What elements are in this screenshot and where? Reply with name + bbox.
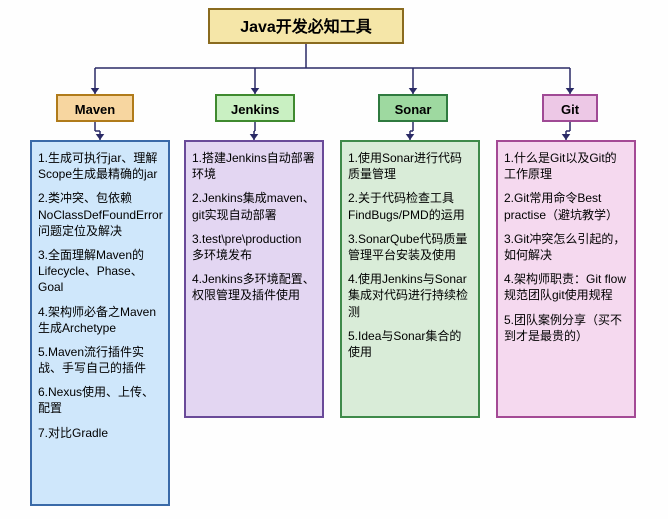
list-item: 4.架构师职责：Git flow规范团队git使用规程 [504,271,628,303]
branch-maven-label: Maven [56,94,134,122]
list-item: 1.使用Sonar进行代码质量管理 [348,150,472,182]
list-item: 6.Nexus使用、上传、配置 [38,384,162,416]
root-label: Java开发必知工具 [240,19,372,36]
branch-label-text: Git [561,102,579,117]
list-item: 5.Idea与Sonar集合的使用 [348,328,472,360]
branch-git-label: Git [542,94,598,122]
root-node: Java开发必知工具 [208,8,404,44]
branch-label-text: Jenkins [231,102,279,117]
branch-jenkins-content: 1.搭建Jenkins自动部署环境 2.Jenkins集成maven、git实现自… [184,140,324,418]
list-item: 2.Git常用命令Best practise（避坑教学） [504,190,628,222]
list-item: 4.使用Jenkins与Sonar集成对代码进行持续检测 [348,271,472,320]
list-item: 2.Jenkins集成maven、git实现自动部署 [192,190,316,222]
branch-maven-content: 1.生成可执行jar、理解Scope生成最精确的jar 2.类冲突、包依赖NoCl… [30,140,170,506]
list-item: 7.对比Gradle [38,425,162,441]
list-item: 4.架构师必备之Maven生成Archetype [38,304,162,336]
list-item: 4.Jenkins多环境配置、权限管理及插件使用 [192,271,316,303]
list-item: 5.团队案例分享（买不到才是最贵的） [504,312,628,344]
branch-sonar-content: 1.使用Sonar进行代码质量管理 2.关于代码检查工具FindBugs/PMD的… [340,140,480,418]
list-item: 1.什么是Git以及Git的工作原理 [504,150,628,182]
list-item: 3.test\pre\production 多环境发布 [192,231,316,263]
list-item: 1.生成可执行jar、理解Scope生成最精确的jar [38,150,162,182]
list-item: 3.Git冲突怎么引起的，如何解决 [504,231,628,263]
branch-jenkins-label: Jenkins [215,94,295,122]
list-item: 2.关于代码检查工具FindBugs/PMD的运用 [348,190,472,222]
branch-label-text: Maven [75,102,115,117]
branch-sonar-label: Sonar [378,94,448,122]
branch-label-text: Sonar [395,102,432,117]
list-item: 3.SonarQube代码质量管理平台安装及使用 [348,231,472,263]
branch-git-content: 1.什么是Git以及Git的工作原理 2.Git常用命令Best practise… [496,140,636,418]
list-item: 5.Maven流行插件实战、手写自己的插件 [38,344,162,376]
list-item: 1.搭建Jenkins自动部署环境 [192,150,316,182]
list-item: 3.全面理解Maven的Lifecycle、Phase、Goal [38,247,162,296]
list-item: 2.类冲突、包依赖NoClassDefFoundError问题定位及解决 [38,190,162,239]
